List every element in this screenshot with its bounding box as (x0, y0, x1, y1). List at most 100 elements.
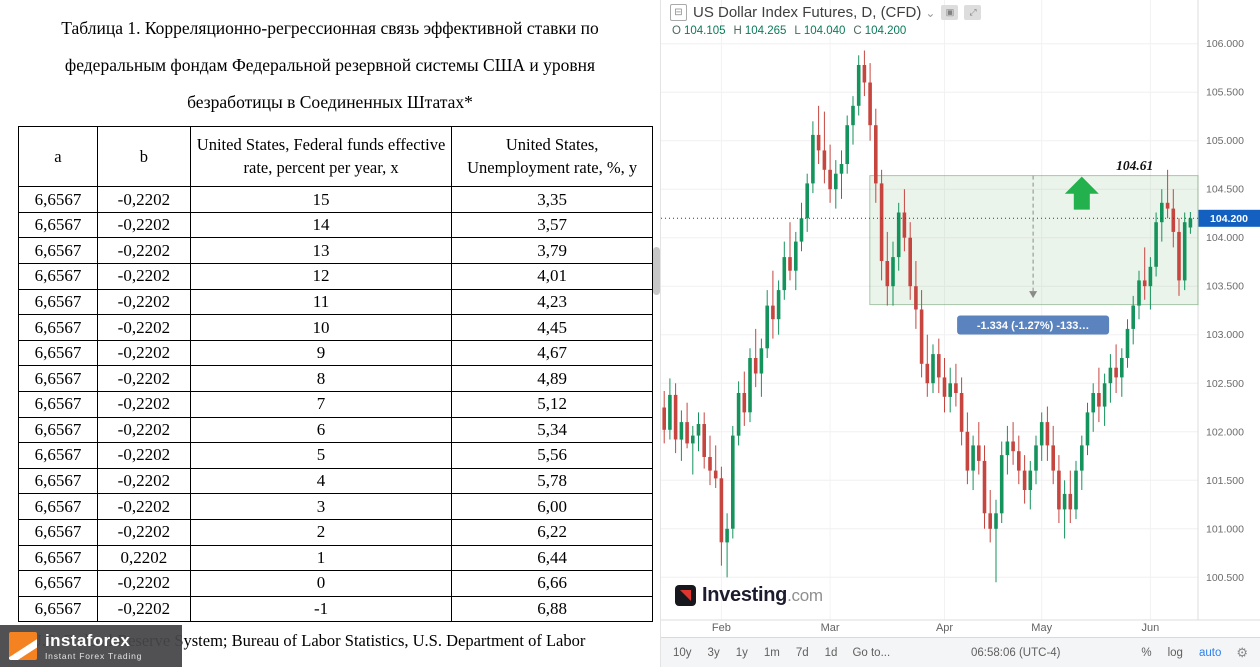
collapse-icon[interactable]: ⊟ (670, 4, 687, 21)
caption-line-2: федеральным фондам Федеральной резервной… (64, 54, 596, 75)
column-header-b: b (96, 126, 191, 188)
svg-text:102.000: 102.000 (1206, 426, 1244, 438)
svg-text:Jun: Jun (1142, 622, 1160, 634)
chart-title: US Dollar Index Futures, D, (CFD) (693, 4, 922, 21)
svg-text:May: May (1031, 622, 1052, 634)
table-cell: 11 (189, 288, 453, 316)
table-cell: 3,35 (451, 186, 653, 213)
table-cell: -0,2202 (96, 288, 191, 316)
svg-text:101.500: 101.500 (1206, 475, 1244, 487)
table-cell: -0,2202 (96, 416, 191, 444)
price-badge (1198, 209, 1260, 227)
table-cell: 6,6567 (18, 570, 98, 597)
column-header-a: a (18, 126, 98, 188)
table-row: 6,6567 -0,2202 2 6,22 (18, 518, 653, 546)
table-row: 6,6567 -0,2202 0 6,66 (18, 570, 653, 597)
table-cell: 9 (189, 339, 453, 367)
table-cell: 5 (189, 442, 453, 469)
investing-logo-suffix: .com (787, 586, 823, 605)
table-row: 6,6567 -0,2202 11 4,23 (18, 288, 653, 316)
svg-text:Feb: Feb (712, 622, 731, 634)
table-cell: -0,2202 (96, 493, 191, 520)
table-cell: 6,6567 (18, 416, 98, 444)
screenshot-icon[interactable]: ▣ (941, 5, 959, 20)
chart-header: ⊟ US Dollar Index Futures, D, (CFD) ⌄ ▣ … (670, 4, 982, 21)
close-label: C (853, 25, 862, 37)
table-header-row: a b United States, Federal funds effecti… (18, 126, 653, 188)
table-cell: -0,2202 (96, 518, 191, 546)
table-cell: 6,22 (451, 518, 653, 546)
%-toggle-button[interactable]: % (1141, 646, 1152, 659)
document-panel: Таблица 1. Корреляционно-регрессионная с… (0, 0, 660, 667)
table-body: 6,6567 -0,2202 15 3,35 6,6567 -0,2202 14 3,57 6,… (18, 186, 653, 623)
table-cell: 5,12 (451, 391, 653, 418)
table-cell: 6,6567 (18, 391, 98, 418)
table-cell: -0,2202 (96, 442, 191, 469)
svg-text:-1.334 (-1.27%) -133…: -1.334 (-1.27%) -133… (977, 320, 1090, 332)
table-cell: -0,2202 (96, 186, 191, 213)
instaforex-logo-icon (9, 632, 37, 660)
range-1y-button[interactable]: 1y (735, 646, 748, 659)
up-arrow-icon[interactable] (1064, 176, 1099, 210)
investing-logo: Investing.com (675, 584, 823, 607)
svg-text:103.000: 103.000 (1206, 329, 1244, 341)
table-cell: 6,6567 (18, 595, 98, 623)
table-cell: -0,2202 (96, 595, 191, 623)
range-3y-button[interactable]: 3y (707, 646, 720, 659)
open-label: O (672, 25, 681, 37)
table-row: 6,6567 -0,2202 13 3,79 (18, 237, 653, 265)
table-cell: 6,6567 (18, 314, 98, 341)
table-cell: 6,6567 (18, 493, 98, 520)
ohlc-readout: O 104.105 H 104.265 L 104.040 C 104.200 (672, 25, 914, 37)
fullscreen-icon[interactable]: ⤢ (964, 5, 982, 20)
table-cell: -0,2202 (96, 237, 191, 265)
svg-text:105.500: 105.500 (1206, 87, 1244, 99)
table-cell: 12 (189, 263, 453, 290)
low-label: L (794, 25, 801, 37)
svg-text:104.200: 104.200 (1210, 213, 1248, 225)
regression-table: a b United States, Federal funds effecti… (18, 126, 653, 623)
table-row: 6,6567 -0,2202 8 4,89 (18, 365, 653, 392)
chart-toolbar: 10y 3y 1y 1m 7d 1d Go to... 06:58:06 (UTC-4) … (661, 637, 1260, 667)
range-1m-button[interactable]: 1m (763, 646, 780, 659)
instaforex-brand: instaforex (45, 630, 131, 650)
table-row: 6,6567 -0,2202 12 4,01 (18, 263, 653, 290)
table-cell: 6,6567 (18, 544, 98, 572)
table-cell: 0,2202 (96, 544, 191, 572)
scrollbar-thumb[interactable] (653, 247, 660, 295)
goto-button[interactable]: Go to... (852, 646, 891, 659)
range-10y-button[interactable]: 10y (673, 646, 692, 659)
measure-arrowhead-icon (1029, 291, 1038, 299)
measure-label[interactable] (957, 315, 1110, 335)
chart-canvas[interactable]: 106.000 105.500 105.000 104.500 104.000 103.5… (661, 0, 1260, 637)
table-cell: 5,56 (451, 442, 653, 469)
table-cell: 0 (189, 570, 453, 597)
svg-text:Apr: Apr (936, 622, 953, 634)
investing-logo-text: Investing (702, 584, 788, 606)
range-7d-button[interactable]: 7d (795, 646, 809, 659)
table-cell: 3,57 (451, 211, 653, 239)
range-1d-button[interactable]: 1d (824, 646, 838, 659)
table-cell: 4 (189, 467, 453, 495)
table-cell: 6,66 (451, 570, 653, 597)
table-cell: 6,00 (451, 493, 653, 520)
column-header-rate: United States, Federal funds effective r… (189, 126, 453, 188)
settings-gear-icon[interactable]: ⚙ (1236, 644, 1248, 660)
toolbar-range-buttons: 10y 3y 1y 1m 7d 1d (673, 647, 837, 659)
svg-text:100.500: 100.500 (1206, 572, 1244, 584)
high-label: H (733, 25, 742, 37)
auto-toggle-button[interactable]: auto (1198, 646, 1222, 659)
table-cell: -0,2202 (96, 339, 191, 367)
table-row: 6,6567 -0,2202 5 5,56 (18, 442, 653, 469)
table-cell: -0,2202 (96, 314, 191, 341)
table-cell: 5,34 (451, 416, 653, 444)
table-cell: 8 (189, 365, 453, 392)
table-row: 6,6567 -0,2202 4 5,78 (18, 467, 653, 495)
table-row: 6,6567 0,2202 1 6,44 (18, 544, 653, 572)
log-toggle-button[interactable]: log (1167, 646, 1183, 659)
table-row: 6,6567 -0,2202 7 5,12 (18, 391, 653, 418)
column-header-unemployment: United States, Unemployment rate, %, y (451, 126, 653, 188)
table-cell: 3 (189, 493, 453, 520)
chevron-down-icon[interactable]: ⌄ (925, 5, 936, 20)
table-row: 6,6567 -0,2202 3 6,00 (18, 493, 653, 520)
